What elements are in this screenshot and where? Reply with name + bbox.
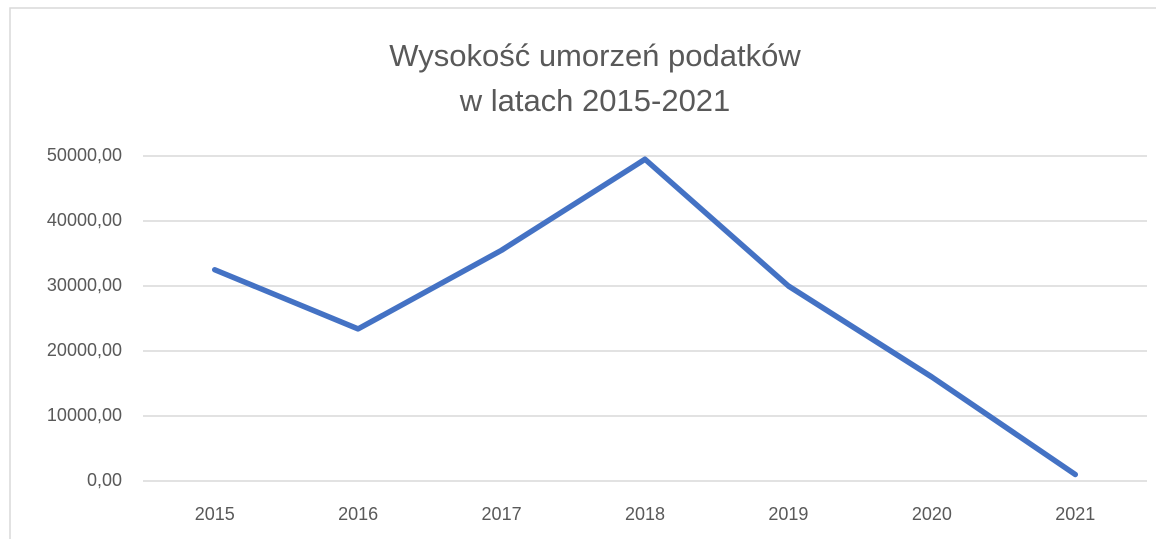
x-tick-label: 2020 <box>912 504 952 524</box>
chart-title: w latach 2015-2021 <box>459 83 731 118</box>
x-tick-label: 2015 <box>195 504 235 524</box>
y-tick-label: 20000,00 <box>47 340 122 360</box>
x-tick-label: 2016 <box>338 504 378 524</box>
y-tick-label: 0,00 <box>87 470 122 490</box>
x-tick-label: 2019 <box>768 504 808 524</box>
x-tick-label: 2017 <box>482 504 522 524</box>
y-tick-label: 50000,00 <box>47 145 122 165</box>
y-tick-label: 30000,00 <box>47 275 122 295</box>
y-tick-label: 10000,00 <box>47 405 122 425</box>
chart-border <box>9 7 1156 539</box>
x-tick-label: 2021 <box>1055 504 1095 524</box>
data-line <box>211 156 1079 478</box>
y-tick-label: 40000,00 <box>47 210 122 230</box>
chart-title: Wysokość umorzeń podatków <box>389 38 801 73</box>
x-tick-label: 2018 <box>625 504 665 524</box>
